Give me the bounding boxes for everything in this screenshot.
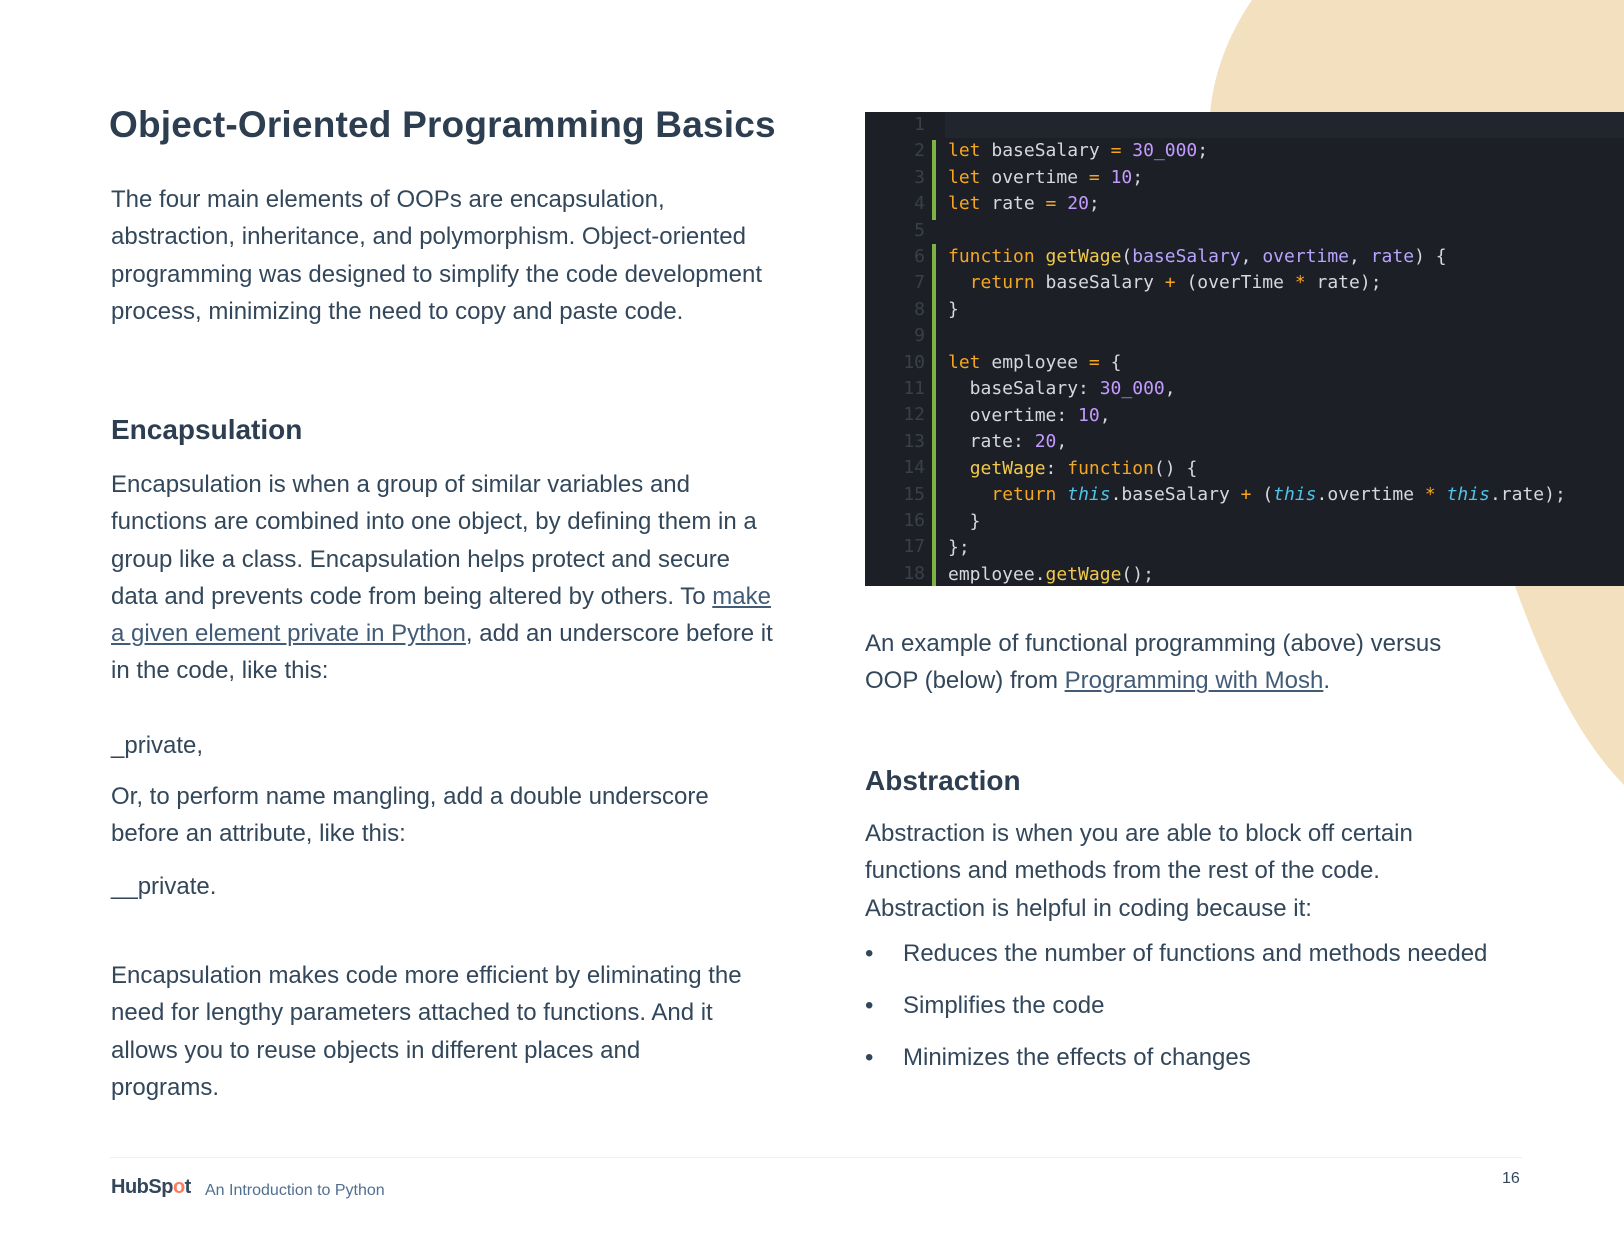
line-number: 6 — [914, 246, 925, 267]
line-number: 5 — [914, 219, 925, 241]
abstraction-paragraph: Abstraction is when you are able to bloc… — [865, 820, 1413, 922]
footer-doc-title: An Introduction to Python — [205, 1182, 385, 1199]
list-item: • Simplifies the code — [865, 992, 1487, 1044]
line-number: 4 — [914, 193, 925, 215]
programming-with-mosh-link[interactable]: Programming with Mosh — [1064, 667, 1324, 695]
line-number: 2 — [914, 140, 925, 162]
line-number: 14 — [903, 457, 925, 479]
line-number: 17 — [903, 536, 925, 558]
text: . — [1323, 667, 1331, 695]
name-mangling-paragraph: Or, to perform name mangling, add a doub… — [111, 783, 709, 848]
line-number: 8 — [914, 298, 925, 320]
line-number: 16 — [903, 510, 925, 531]
text: Encapsulation is when a group of similar… — [111, 471, 757, 610]
line-number: 3 — [914, 166, 925, 188]
code-caption: An example of functional programming (ab… — [865, 625, 1485, 700]
line-number: 11 — [903, 378, 925, 399]
text: Minimizes the effects of changes — [903, 1044, 1251, 1071]
line-number: 12 — [903, 404, 925, 426]
page-number: 16 — [1502, 1170, 1520, 1187]
line-number: 10 — [903, 351, 925, 373]
text: An example of functional programming (ab… — [865, 630, 1442, 695]
encapsulation-paragraph: Encapsulation is when a group of similar… — [111, 466, 781, 690]
example-double-private: __private. — [111, 873, 217, 900]
intro-paragraph: The four main elements of OOPs are encap… — [111, 186, 763, 325]
text: Simplifies the code — [903, 992, 1105, 1019]
example-private: _private, — [111, 732, 204, 759]
text: , add an underscore before it in the cod… — [111, 620, 773, 685]
abstraction-heading: Abstraction — [865, 765, 1021, 796]
line-number: 18 — [903, 562, 925, 584]
line-number: 15 — [903, 483, 925, 505]
text: Reduces the number of functions and meth… — [903, 940, 1488, 967]
page-title: Object-Oriented Programming Basics — [109, 104, 776, 145]
code-screenshot: 1 2 3 4 5 6 7 8 9 10 11 12 13 14 15 16 17 18 let baseSala… — [865, 112, 1624, 586]
list-item: • Minimizes the effects of changes — [865, 1044, 1487, 1096]
footer-divider — [110, 1157, 1522, 1158]
private-python-link[interactable]: make a given element private in Python — [111, 582, 771, 648]
line-number: 1 — [914, 114, 925, 135]
hubspot-logo: HubSpot — [111, 1176, 191, 1198]
encapsulation-summary: Encapsulation makes code more efficient … — [111, 962, 742, 1101]
list-item: • Reduces the number of functions and met… — [865, 940, 1487, 992]
line-number: 7 — [914, 272, 925, 294]
abstraction-benefits-list: • Reduces the number of functions and met… — [865, 940, 1487, 1096]
line-number: 13 — [903, 430, 925, 452]
encapsulation-heading: Encapsulation — [111, 414, 303, 445]
line-number: 9 — [914, 325, 925, 347]
